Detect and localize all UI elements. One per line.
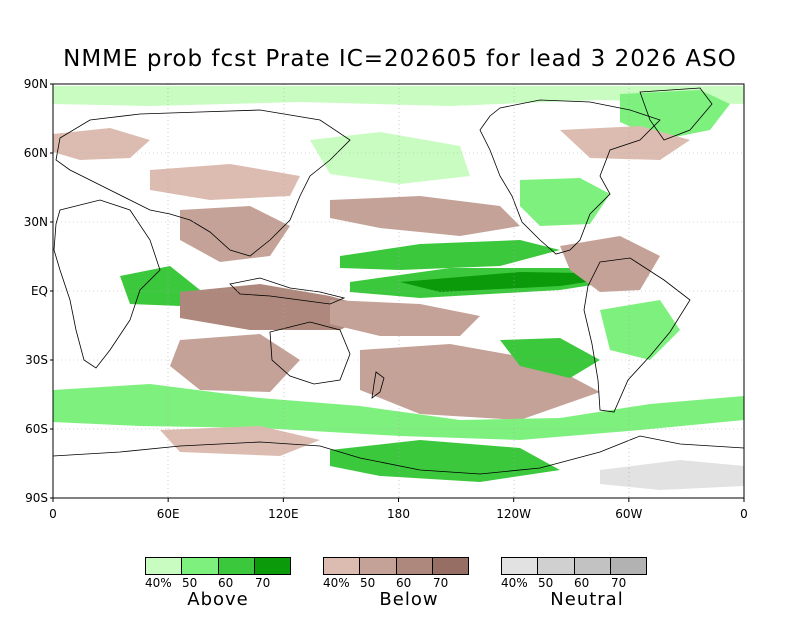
legend-neutral: 40% 50 60 70 Neutral — [501, 557, 647, 610]
legend-below-ticks: 40% 50 60 70 — [323, 575, 469, 590]
longitude-label: 0 — [49, 507, 57, 521]
coast-antarctica — [52, 435, 745, 475]
field-usa-above — [520, 178, 610, 226]
legend-neutral-tick: 70 — [611, 576, 627, 590]
legend-above-swatch-70 — [254, 558, 290, 574]
legend-below-swatch-60 — [396, 558, 433, 574]
legend-neutral-swatch-50 — [538, 558, 575, 574]
longitude-label: 120W — [496, 507, 531, 521]
longitude-label: 120E — [268, 507, 299, 521]
longitude-axis: 0 60E 120E 180 120W 60W 0 — [49, 498, 748, 521]
longitude-label: 180 — [387, 507, 410, 521]
legend-neutral-tick: 40% — [501, 576, 528, 590]
latitude-label: 90N — [24, 77, 48, 91]
field-south-asia-below — [180, 206, 290, 262]
legend-above-swatch-50 — [182, 558, 219, 574]
latitude-label: 90S — [25, 491, 48, 505]
coast-eurasia — [55, 109, 351, 257]
field-north-pacific-below — [330, 196, 520, 236]
longitude-label: 60W — [615, 507, 642, 521]
coastlines — [52, 87, 745, 475]
legend-above-swatch-60 — [218, 558, 255, 574]
latitude-label: 30S — [25, 353, 48, 367]
legend-below-swatch-40 — [324, 558, 361, 574]
field-nepac-above — [340, 240, 560, 270]
latitude-label: 60N — [24, 146, 48, 160]
legend-above-label: Above — [187, 589, 249, 610]
legend-below-swatch-70 — [432, 558, 468, 574]
chart-title: NMME prob fcst Prate IC=202605 for lead … — [63, 46, 737, 72]
coast-new-zealand — [371, 371, 385, 399]
graticule — [53, 84, 744, 498]
legend-below-tick: 60 — [396, 576, 412, 590]
legend-below-tick: 70 — [433, 576, 449, 590]
legend-below: 40% 50 60 70 Below — [323, 557, 469, 610]
legend-neutral-label: Neutral — [550, 589, 624, 610]
legend-above-tick: 40% — [145, 576, 172, 590]
latitude-axis: 90N 60N 30N EQ 30S 60S 90S — [24, 77, 53, 505]
legend-above-tick: 50 — [182, 576, 198, 590]
coast-australia — [269, 321, 351, 385]
legend-neutral-tick: 50 — [538, 576, 554, 590]
coast-maritime-continent — [229, 277, 346, 305]
legend-below-label: Below — [379, 589, 439, 610]
field-antarctic-neutral — [600, 460, 744, 490]
longitude-label: 0 — [740, 507, 748, 521]
field-north-atlantic-above — [620, 90, 730, 140]
latitude-label: 60S — [25, 422, 48, 436]
field-spcz-above — [500, 338, 600, 378]
field-siberia-below — [150, 164, 300, 200]
latitude-label: EQ — [31, 284, 48, 298]
legend-neutral-swatch-40 — [502, 558, 539, 574]
field-north-pacific-above — [310, 132, 470, 184]
legend-below-swatch-50 — [360, 558, 397, 574]
field-europe-below — [53, 128, 150, 160]
longitude-label: 60E — [157, 507, 180, 521]
legend-below-tick: 50 — [360, 576, 376, 590]
field-south-america-above — [600, 300, 680, 360]
coast-greenland — [639, 87, 713, 141]
legend-above: 40% 50 60 70 Above — [145, 557, 291, 610]
legend-above-swatch-40 — [146, 558, 183, 574]
coast-north-america — [479, 99, 661, 255]
field-south-indian-below — [170, 334, 300, 392]
field-southern-ocean-above — [53, 384, 744, 440]
field-tropical-pacific-below — [330, 300, 480, 336]
legend-above-tick: 60 — [218, 576, 234, 590]
legend-neutral-swatch-60 — [574, 558, 611, 574]
latitude-label: 30N — [24, 215, 48, 229]
probability-fields — [53, 86, 744, 490]
legend-neutral-swatch-70 — [610, 558, 646, 574]
legend-above-swatches — [145, 557, 291, 575]
legend-above-ticks: 40% 50 60 70 — [145, 575, 291, 590]
coast-africa — [53, 199, 161, 369]
legend-neutral-ticks: 40% 50 60 70 — [501, 575, 647, 590]
field-central-america-below — [560, 236, 660, 292]
coast-south-america — [583, 257, 691, 413]
field-southern-ocean-below — [160, 426, 320, 456]
legend-above-tick: 70 — [255, 576, 271, 590]
legend-neutral-swatches — [501, 557, 647, 575]
legend-below-tick: 40% — [323, 576, 350, 590]
legend-below-swatches — [323, 557, 469, 575]
field-canada-below — [560, 126, 690, 160]
legend-neutral-tick: 60 — [574, 576, 590, 590]
